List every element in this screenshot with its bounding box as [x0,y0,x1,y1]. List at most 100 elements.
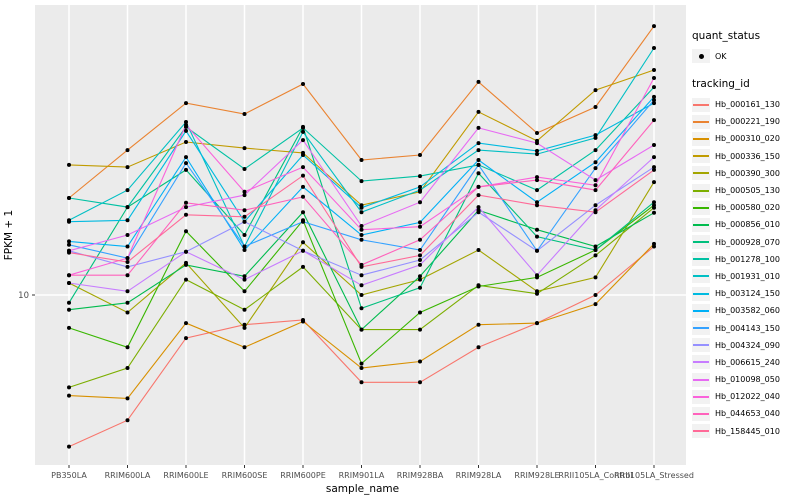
series-line-swatch [693,309,709,312]
data-point [535,203,539,208]
legend-item-tracking: Hb_000580_020 [692,199,798,216]
data-point [535,188,539,193]
data-point [418,359,422,364]
data-point [359,327,364,332]
data-point [125,260,130,264]
legend-key [692,303,710,318]
data-point [535,321,539,326]
data-point [242,274,247,279]
series-line-swatch [693,206,709,209]
data-point [476,205,481,210]
data-point [125,264,130,269]
data-point [476,109,481,114]
data-point [125,396,130,401]
legend-key [692,321,710,336]
data-point [184,101,188,106]
data-point [242,146,247,151]
legend-key [692,49,710,63]
data-point [125,218,130,223]
legend-label-tracking-id: Hb_158445_010 [715,426,780,436]
legend-item-tracking: Hb_000221_190 [692,113,798,130]
data-point [67,162,71,167]
data-point [67,307,71,312]
data-point [593,188,598,193]
data-point [476,79,481,84]
legend-item-tracking: Hb_000390_300 [692,165,798,182]
data-point [593,302,598,307]
series-line-swatch [693,120,709,123]
data-point [359,179,364,184]
legend-label-tracking-id: Hb_000390_300 [715,168,780,178]
data-point [125,289,130,294]
legend-label-tracking-id: Hb_000310_020 [715,134,780,144]
data-point [652,200,656,205]
legend-item-tracking: Hb_000856_010 [692,216,798,233]
data-point [418,253,422,258]
data-point [184,128,188,133]
series-line-swatch [693,430,709,433]
data-point [593,293,598,297]
legend-label-tracking-id: Hb_006615_240 [715,357,780,367]
data-point [593,244,598,249]
data-point [301,153,305,157]
data-point [652,203,656,208]
series-line-swatch [693,258,709,261]
data-point [652,68,656,72]
data-point [301,173,305,178]
data-point [593,210,598,215]
data-point [184,155,188,160]
data-point [359,233,364,237]
series-line-swatch [693,189,709,192]
data-point [184,205,188,210]
data-point [535,273,539,278]
data-point [652,167,656,172]
data-point [184,161,188,166]
data-point [359,237,364,242]
data-point [242,167,247,171]
data-point [652,210,656,215]
point-icon [698,53,704,59]
data-point [535,200,539,205]
data-point [67,250,71,255]
data-point [301,194,305,199]
legend-key [692,166,710,181]
data-point [67,281,71,285]
data-point [67,273,71,278]
data-point [652,180,656,185]
data-point [184,167,188,172]
data-point [535,178,539,183]
data-point [652,143,656,147]
data-point [125,165,130,170]
data-point [184,321,188,326]
x-tick-label: RRIM600LA [105,471,151,480]
data-point [418,380,422,385]
data-point [652,76,656,80]
legend-label-tracking-id: Hb_000856_010 [715,220,780,230]
y-tick-label: 10 [18,291,29,301]
data-point [242,345,247,350]
legend-key [692,149,710,164]
x-tick-label: RRIM600LE [163,471,208,480]
data-point [535,227,539,232]
data-point [125,345,130,350]
x-tick-label: RRIM600PE [280,471,326,480]
legend-item-tracking: Hb_000336_150 [692,148,798,165]
legend-item-tracking: Hb_012022_040 [692,388,798,405]
data-point [359,380,364,385]
legend-item-tracking: Hb_000310_020 [692,130,798,147]
data-point [359,264,364,269]
data-point [418,188,422,193]
legend-key [692,97,710,112]
x-tick-label: RRIM928LE [514,471,559,480]
series-line-swatch [693,275,709,278]
data-point [67,325,71,330]
tracking-id-legend-items: Hb_000161_130 Hb_000221_190 Hb_000310_020 H… [692,96,798,440]
data-point [476,248,481,252]
legend-label-tracking-id: Hb_012022_040 [715,392,780,402]
data-point [67,444,71,449]
legend-item-tracking: Hb_010098_050 [692,371,798,388]
data-point [418,277,422,282]
legend-title-tracking-id: tracking_id [692,78,750,90]
x-tick-labels: PB350LA RRIM600LA RRIM600LE RRIM600SE RRIM60… [51,471,694,480]
